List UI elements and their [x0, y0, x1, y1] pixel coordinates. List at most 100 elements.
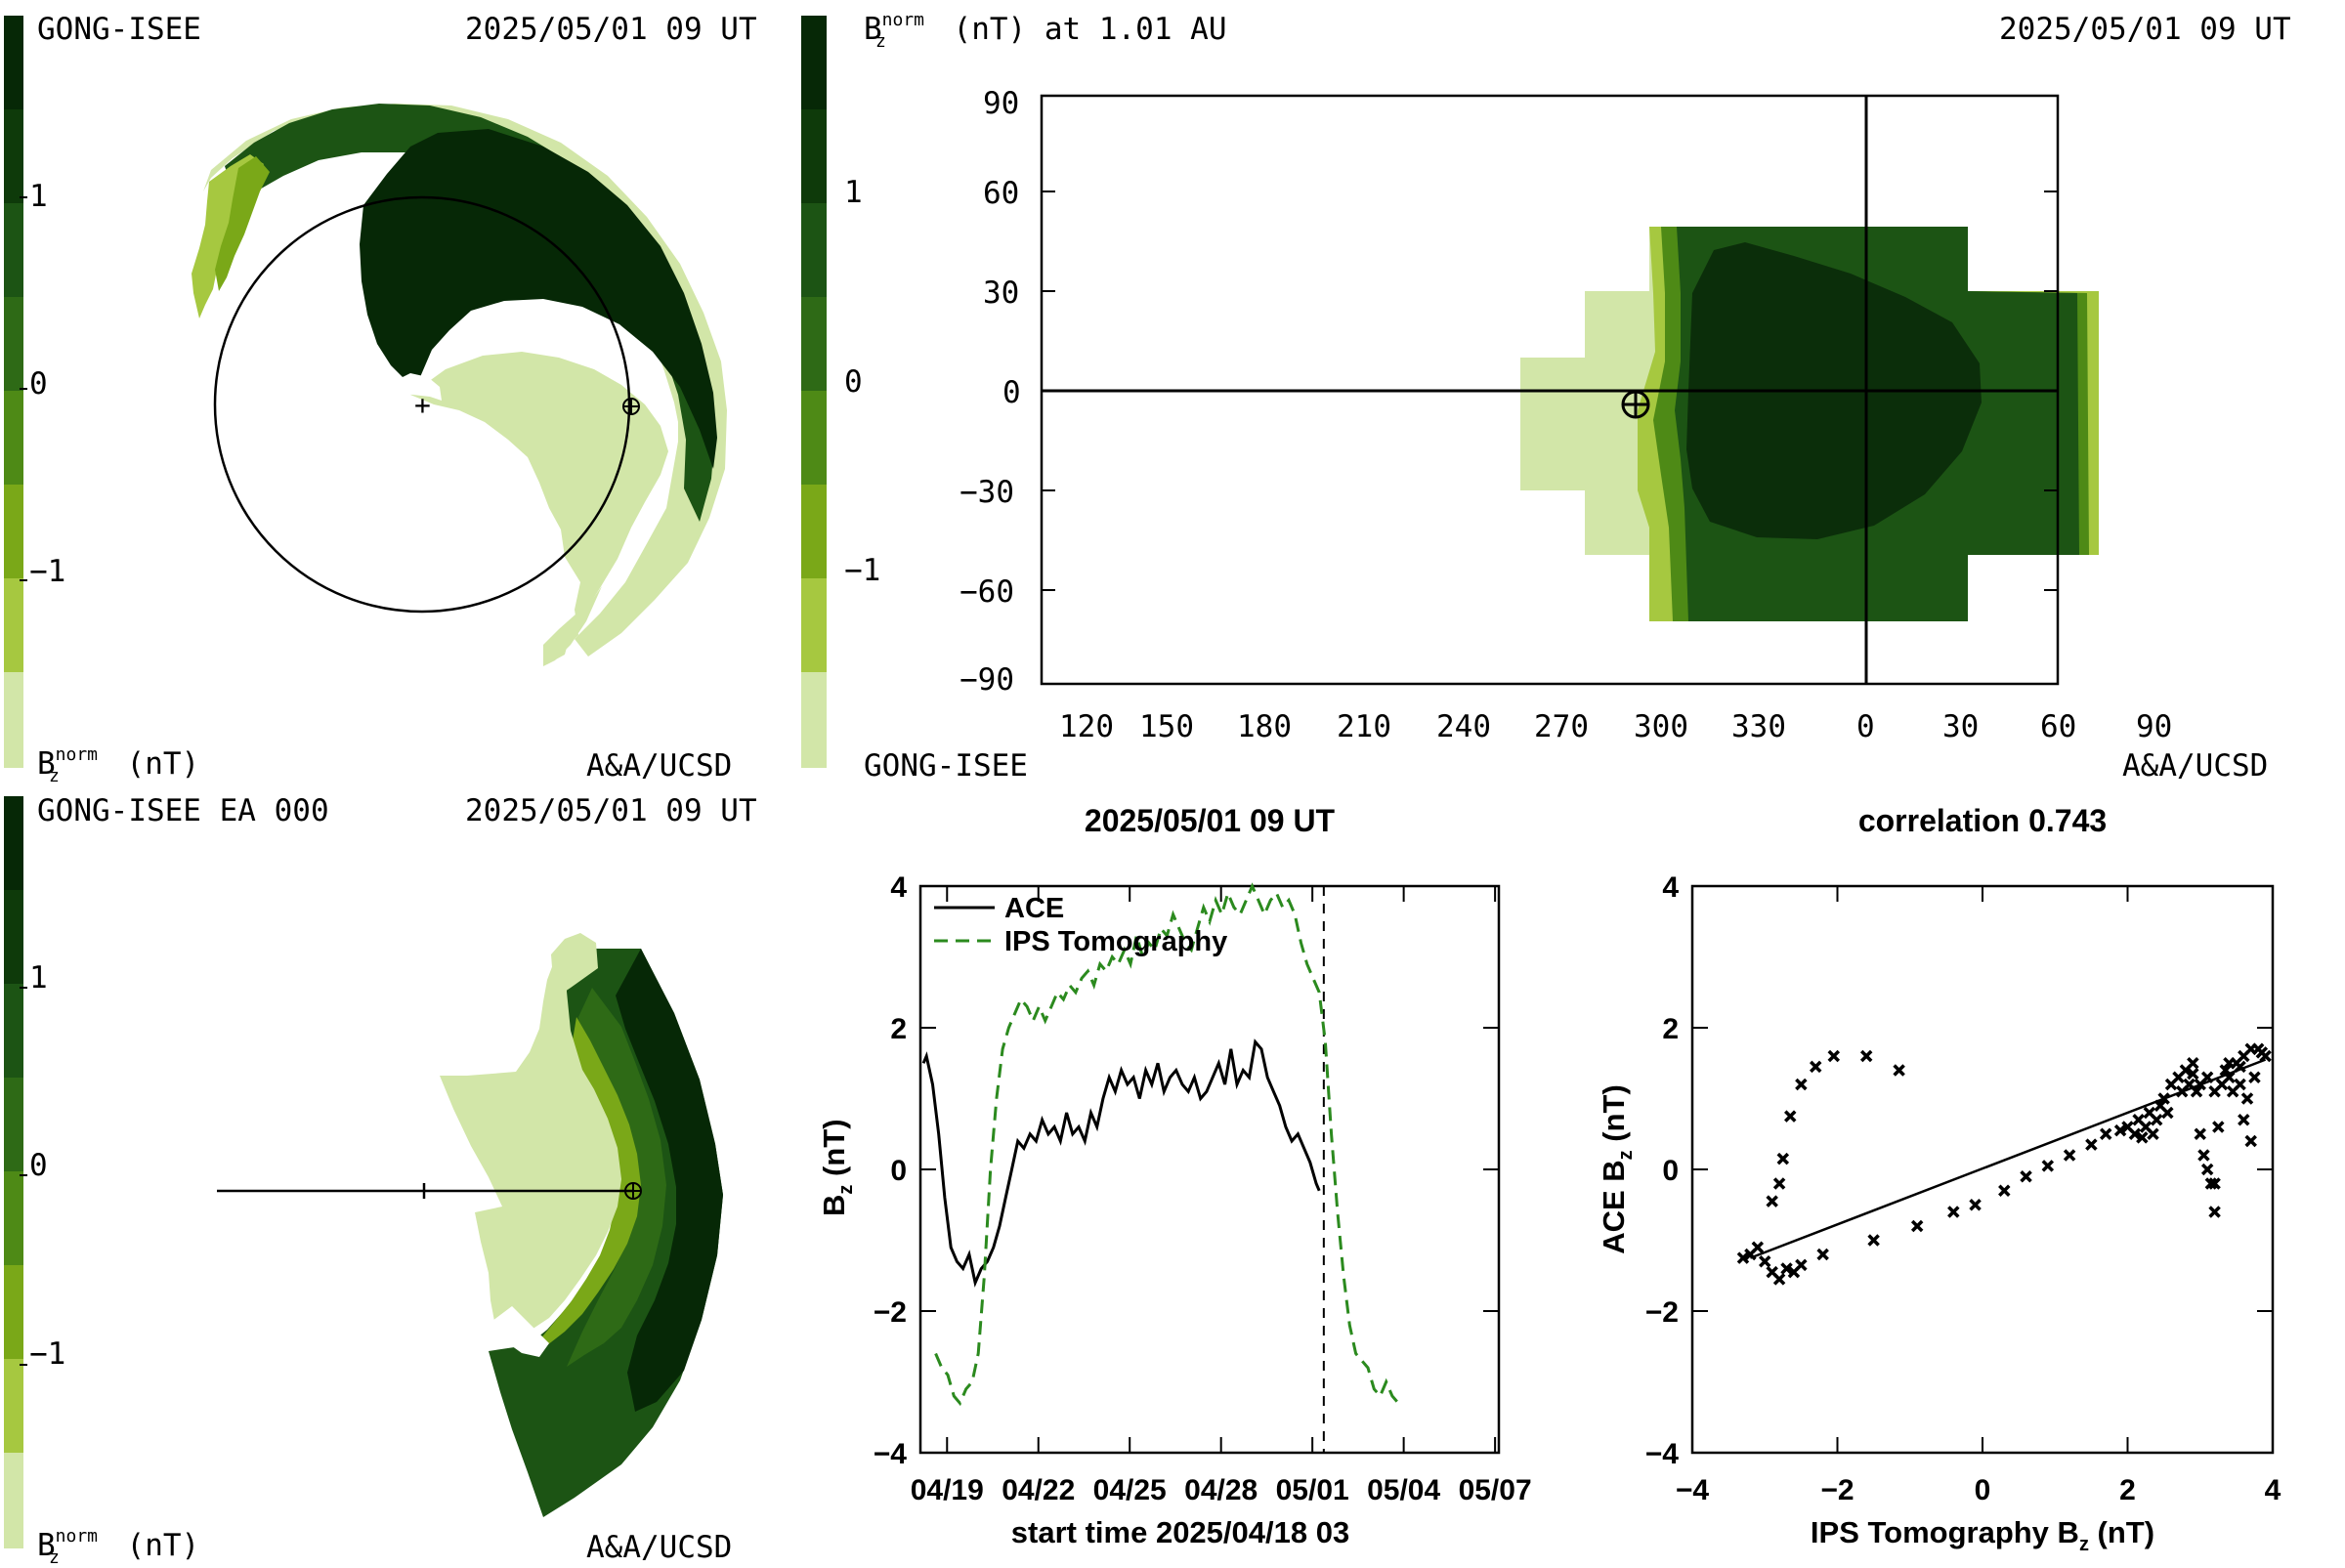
- sc-point-9: [1816, 1248, 1829, 1261]
- tr-cb-tick-m1: −1: [844, 553, 881, 588]
- bl-band-mid: [567, 988, 666, 1367]
- cb-tl-5: [4, 485, 23, 578]
- sc-ytick-label-4: −4: [1645, 1438, 1680, 1470]
- tr-xtick-0: 0: [1856, 709, 1875, 744]
- sc-point-39: [2157, 1092, 2170, 1105]
- tl-cb-tick-1: 1: [29, 179, 48, 214]
- colorbar-tr: [801, 16, 827, 768]
- tr-title: Bnormz (nT) at 1.01 AU: [864, 10, 1227, 52]
- ts-xtick-label-0: 04/19: [911, 1474, 984, 1506]
- sc-point-24: [2020, 1170, 2032, 1183]
- ts-series-0: [921, 1038, 1321, 1288]
- tr-xtick-90: 90: [2136, 709, 2173, 744]
- sc-point-71: [2238, 1114, 2250, 1126]
- sc-point-31: [2128, 1127, 2142, 1140]
- sc-point-23: [1998, 1184, 2011, 1197]
- sc-point-52: [2200, 1163, 2214, 1176]
- sc-point-29: [2113, 1123, 2127, 1137]
- sc-point-48: [2194, 1127, 2206, 1140]
- ts-legend-label-1: IPS Tomography: [1004, 926, 1227, 957]
- sc-point-33: [2136, 1131, 2149, 1144]
- bl-band-light: [533, 1017, 641, 1347]
- ts-xtick-label-4: 05/01: [1276, 1474, 1349, 1506]
- ts-ytick-label-0: 4: [890, 871, 907, 904]
- sc-point-5: [1772, 1273, 1786, 1286]
- cb-tl-3: [4, 297, 23, 391]
- sc-point-73: [2223, 1057, 2236, 1070]
- ecliptic-map: +: [192, 104, 727, 666]
- sc-point-16: [1827, 1049, 1841, 1063]
- tl-credit: A&A/UCSD: [586, 748, 733, 784]
- sc-point-21: [1947, 1206, 1960, 1218]
- tr-xtick-30: 30: [1942, 709, 1980, 744]
- sc-point-62: [2234, 1078, 2246, 1091]
- bl-cb-tick-0: 0: [29, 1148, 48, 1183]
- ts-ytick-label-3: −2: [874, 1296, 907, 1329]
- sc-point-25: [2041, 1160, 2055, 1172]
- sc-point-74: [2187, 1057, 2199, 1070]
- tr-ytick-m90: −90: [959, 662, 1014, 698]
- sc-ytick-label-2: 0: [1662, 1155, 1679, 1187]
- tr-xtick-180: 180: [1237, 709, 1292, 744]
- tl-light-step: [543, 586, 602, 666]
- tr-xtick-240: 240: [1436, 709, 1491, 744]
- sc-ytick-label-1: 2: [1662, 1013, 1679, 1045]
- sc-point-72: [2244, 1134, 2257, 1148]
- tr-title-right: 2025/05/01 09 UT: [1999, 12, 2291, 47]
- tl-cb-tick-0: 0: [29, 366, 48, 402]
- panel-timeseries: 2025/05/01 09 UT 4 2 0 −2 −4 04/19 04/22 04/25 04…: [801, 796, 1563, 1563]
- sc-fit-line: [1749, 1058, 2267, 1259]
- bl-cb-tick-1: 1: [29, 960, 48, 996]
- sc-point-20: [1910, 1219, 1924, 1233]
- sc-point-12: [1776, 1152, 1790, 1165]
- sc-xtick-label-4: 4: [2265, 1474, 2281, 1506]
- sc-point-3: [1759, 1255, 1771, 1268]
- sc-point-66: [2248, 1071, 2261, 1083]
- tr-ytick-60: 60: [983, 176, 1020, 211]
- sc-point-13: [1784, 1110, 1797, 1123]
- sc-point-15: [1809, 1060, 1822, 1074]
- tl-notch-1: [289, 299, 391, 393]
- cb-tl-0: [4, 16, 23, 109]
- sc-point-69: [2259, 1049, 2272, 1063]
- sc-xtick-label-2: 0: [1975, 1474, 1991, 1506]
- ts-legend-label-0: ACE: [1004, 893, 1064, 924]
- ts-ytick-label-1: 2: [890, 1013, 907, 1045]
- sc-point-53: [2204, 1177, 2218, 1190]
- tr-xtick-330: 330: [1731, 709, 1786, 744]
- tr-xtick-60: 60: [2040, 709, 2077, 744]
- tl-title-left: GONG-ISEE: [37, 12, 201, 47]
- sc-ytick-label-0: 4: [1662, 871, 1679, 904]
- cb-tl-2: [4, 203, 23, 297]
- tl-cb-tick-m1: −1: [29, 554, 66, 589]
- ts-ylabel: Bz (nT): [817, 1119, 857, 1216]
- ts-xtick-label-6: 05/07: [1459, 1474, 1532, 1506]
- tr-ytick-30: 30: [983, 275, 1020, 311]
- sc-point-55: [2208, 1177, 2221, 1190]
- sc-point-36: [2147, 1127, 2159, 1140]
- tl-light-region: [410, 352, 668, 664]
- ts-xtick-label-5: 05/04: [1367, 1474, 1440, 1506]
- tl-unit: Bnormz (nT): [37, 744, 200, 786]
- sc-point-2: [1751, 1241, 1765, 1253]
- tl-dark-core: [360, 129, 717, 469]
- sc-point-56: [2212, 1121, 2225, 1133]
- bl-dark-core: [616, 949, 723, 1412]
- ts-xtick-label-3: 04/28: [1184, 1474, 1258, 1506]
- ts-frame: [918, 884, 1501, 1455]
- sc-title: correlation 0.743: [1858, 803, 2107, 838]
- tr-xtick-270: 270: [1534, 709, 1589, 744]
- sc-point-46: [2187, 1067, 2199, 1081]
- sc-point-17: [1859, 1049, 1873, 1063]
- ts-xlabel: start time 2025/04/18 03: [1011, 1515, 1349, 1549]
- sc-point-10: [1766, 1195, 1778, 1208]
- sc-point-14: [1795, 1078, 1808, 1091]
- bl-unit: Bnormz (nT): [37, 1526, 200, 1568]
- timeseries-chart: 2025/05/01 09 UT 4 2 0 −2 −404/19 04/22 04/25 04…: [817, 803, 1532, 1549]
- cb-tl-1: [4, 109, 23, 203]
- panel-meridional-map: GONG-ISEE EA 000 2025/05/01 09 UT 1 0 −1…: [0, 793, 801, 1568]
- sc-point-40: [2161, 1106, 2174, 1120]
- bl-title-right: 2025/05/01 09 UT: [465, 793, 757, 828]
- tr-ytick-90: 90: [983, 86, 1020, 121]
- sc-point-37: [2150, 1114, 2163, 1126]
